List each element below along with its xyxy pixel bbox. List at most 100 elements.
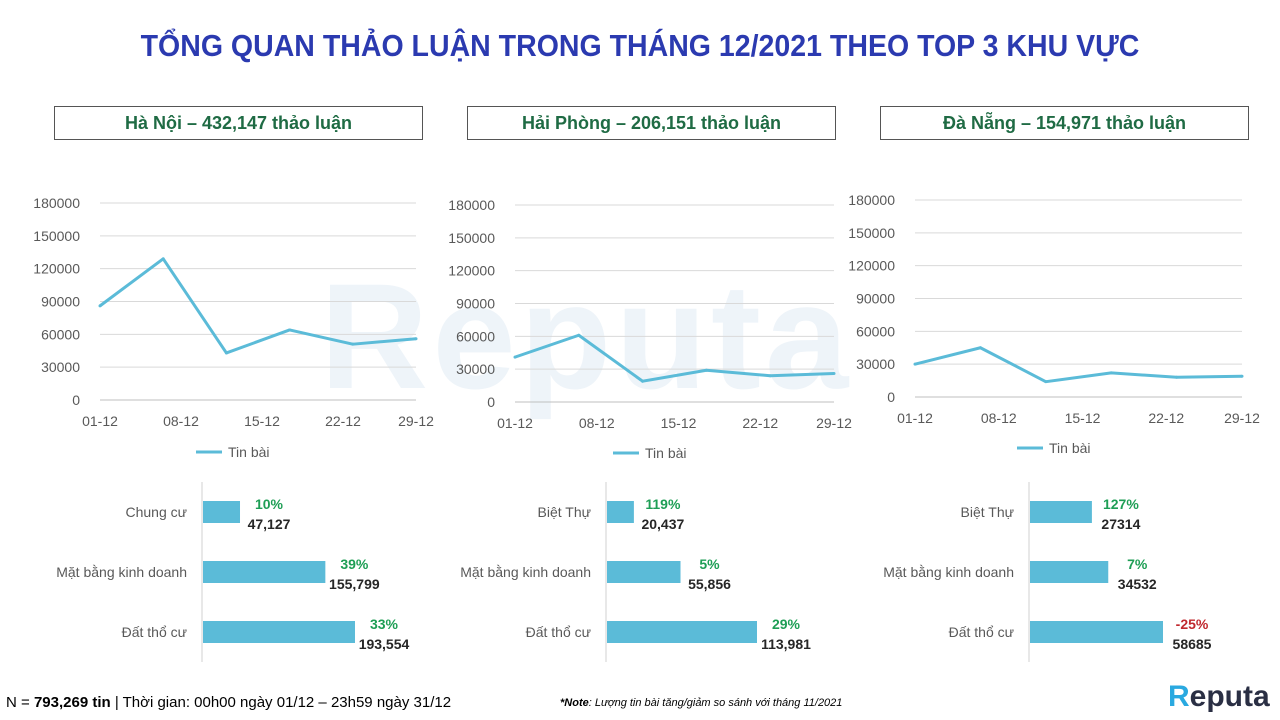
- series-point-1-0: [513, 355, 517, 359]
- page-title: TỔNG QUAN THẢO LUẬN TRONG THÁNG 12/2021 …: [140, 28, 1140, 63]
- x-tick-label-2-1: 08-12: [981, 410, 1017, 426]
- y-tick-label-2-0: 0: [887, 389, 895, 405]
- series-point-2-2: [1044, 380, 1048, 384]
- y-tick-label-0-1: 30000: [41, 359, 80, 375]
- bar-change-0-1: 39%: [340, 556, 369, 572]
- series-point-0-2: [224, 351, 228, 355]
- series-line-2: [914, 346, 1243, 384]
- bar-2-0: [1030, 501, 1092, 523]
- bar-value-label-0-0: 47,127: [248, 516, 291, 532]
- bar-category-2-2: Đất thổ cư: [949, 624, 1014, 640]
- x-tick-label-2-0: 01-12: [897, 410, 933, 426]
- bar-0-1: [203, 561, 326, 583]
- series-point-0-0: [98, 304, 102, 308]
- bar-value-label-1-1: 55,856: [688, 576, 731, 592]
- series-point-1-3: [704, 368, 708, 372]
- bar-category-0-1: Mặt bằng kinh doanh: [56, 564, 187, 580]
- y-tick-label-1-0: 0: [487, 394, 495, 410]
- x-tick-label-0-0: 01-12: [82, 413, 118, 429]
- bar-category-1-2: Đất thổ cư: [526, 624, 591, 640]
- legend-label-1: Tin bài: [645, 445, 687, 461]
- legend-label-2: Tin bài: [1049, 440, 1091, 456]
- bar-category-2-1: Mặt bằng kinh doanh: [883, 564, 1014, 580]
- bar-change-2-1: 7%: [1127, 556, 1148, 572]
- x-tick-label-1-2: 15-12: [661, 415, 697, 431]
- y-tick-label-0-4: 120000: [33, 261, 80, 277]
- series-point-2-4: [1175, 375, 1179, 379]
- x-tick-label-0-3: 22-12: [325, 413, 361, 429]
- series-point-1-2: [641, 379, 645, 383]
- bar-value-label-2-2: 58685: [1173, 636, 1212, 652]
- bar-category-1-0: Biệt Thự: [538, 504, 591, 520]
- bar-0-2: [203, 621, 355, 643]
- y-tick-label-1-5: 150000: [448, 230, 495, 246]
- footer-n-label: N =: [6, 694, 34, 711]
- series-point-2-1: [978, 346, 982, 350]
- note-label: *Note: [560, 697, 589, 709]
- series-point-1-4: [768, 374, 772, 378]
- series-point-1-5: [832, 372, 836, 376]
- series-point-0-4: [351, 342, 355, 346]
- reputa-logo: Reputa: [1168, 680, 1270, 714]
- series-point-0-1: [161, 257, 165, 261]
- y-tick-label-2-3: 90000: [856, 291, 895, 307]
- region-header-hanoi: Hà Nội – 432,147 thảo luận: [54, 106, 423, 140]
- y-tick-label-0-5: 150000: [33, 228, 80, 244]
- note-text: : Lượng tin bài tăng/giảm so sánh với th…: [588, 697, 843, 709]
- bar-category-2-0: Biệt Thự: [961, 504, 1014, 520]
- bar-change-2-0: 127%: [1103, 496, 1139, 512]
- bar-change-2-2: -25%: [1176, 616, 1209, 632]
- bar-1-1: [607, 561, 681, 583]
- footer-sample-size: N = 793,269 tin | Thời gian: 00h00 ngày …: [6, 694, 451, 711]
- y-tick-label-2-2: 60000: [856, 323, 895, 339]
- bar-2-1: [1030, 561, 1109, 583]
- y-tick-label-2-6: 180000: [848, 192, 895, 208]
- x-tick-label-0-1: 08-12: [163, 413, 199, 429]
- bar-category-1-1: Mặt bằng kinh doanh: [460, 564, 591, 580]
- y-tick-label-0-0: 0: [72, 392, 80, 408]
- bar-category-0-2: Đất thổ cư: [122, 624, 187, 640]
- bar-1-2: [607, 621, 757, 643]
- bar-value-label-2-0: 27314: [1101, 516, 1140, 532]
- y-tick-label-1-1: 30000: [456, 361, 495, 377]
- series-line-1: [514, 333, 835, 383]
- y-tick-label-1-2: 60000: [456, 328, 495, 344]
- footer-time: | Thời gian: 00h00 ngày 01/12 – 23h59 ng…: [110, 694, 452, 711]
- x-tick-label-2-2: 15-12: [1065, 410, 1101, 426]
- series-line-0: [99, 257, 417, 355]
- x-tick-label-0-4: 29-12: [398, 413, 434, 429]
- bar-value-label-2-1: 34532: [1118, 576, 1157, 592]
- logo-r: R: [1168, 680, 1190, 713]
- bar-value-label-1-2: 113,981: [761, 636, 811, 652]
- bar-value-label-1-0: 20,437: [641, 516, 684, 532]
- series-point-0-3: [288, 328, 292, 332]
- y-tick-label-1-6: 180000: [448, 197, 495, 213]
- y-tick-label-0-6: 180000: [33, 195, 80, 211]
- y-tick-label-1-3: 90000: [456, 296, 495, 312]
- series-point-2-5: [1240, 374, 1244, 378]
- bar-change-1-2: 29%: [772, 616, 801, 632]
- footer-n-value: 793,269 tin: [33, 694, 111, 711]
- x-tick-label-1-1: 08-12: [579, 415, 615, 431]
- logo-rest: eputa: [1189, 680, 1270, 713]
- series-point-2-3: [1109, 371, 1113, 375]
- bar-change-0-2: 33%: [370, 616, 399, 632]
- x-tick-label-2-4: 29-12: [1224, 410, 1260, 426]
- series-point-1-1: [577, 333, 581, 337]
- bar-2-2: [1030, 621, 1163, 643]
- bar-change-1-0: 119%: [645, 496, 681, 512]
- series-point-0-5: [414, 337, 418, 341]
- bar-category-0-0: Chung cư: [125, 504, 187, 520]
- bar-value-label-0-2: 193,554: [359, 636, 410, 652]
- y-tick-label-1-4: 120000: [448, 263, 495, 279]
- y-tick-label-2-5: 150000: [848, 225, 895, 241]
- series-point-2-0: [913, 362, 917, 366]
- bar-change-0-0: 10%: [255, 496, 284, 512]
- y-tick-label-0-3: 90000: [41, 294, 80, 310]
- x-tick-label-2-3: 22-12: [1148, 410, 1184, 426]
- bar-change-1-1: 5%: [699, 556, 720, 572]
- x-tick-label-1-4: 29-12: [816, 415, 852, 431]
- region-header-danang: Đà Nẵng – 154,971 thảo luận: [880, 106, 1249, 140]
- x-tick-label-1-3: 22-12: [742, 415, 778, 431]
